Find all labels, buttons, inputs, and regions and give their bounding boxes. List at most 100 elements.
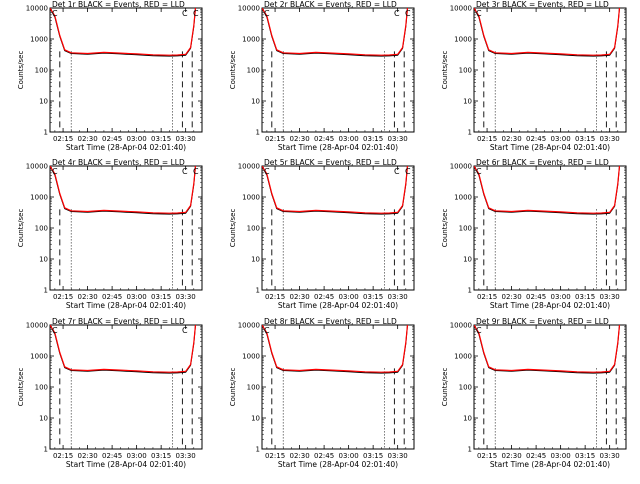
corner-flag-label: C	[52, 9, 58, 18]
x-axis-label: Start Time (28-Apr-04 02:01:40)	[278, 143, 398, 152]
x-tick-label: 02:30	[289, 293, 309, 301]
x-tick-label: 03:15	[151, 293, 171, 301]
y-tick-label: 1000	[30, 194, 48, 202]
x-tick-label: 02:15	[53, 452, 73, 460]
x-tick-label: 03:00	[339, 293, 359, 301]
x-tick-label: 03:15	[363, 293, 383, 301]
plot-frame	[49, 324, 203, 450]
y-tick-label: 10	[39, 98, 48, 106]
detector-panel-1: Det 1r BLACK = Events, RED = LLD 1 10 100 10…	[17, 0, 203, 152]
x-tick-label: 02:45	[102, 293, 122, 301]
series-line-lld	[262, 325, 409, 373]
y-tick-label: 100	[459, 225, 472, 233]
y-tick-label: 1000	[242, 194, 260, 202]
x-tick-label: 02:15	[265, 452, 285, 460]
series-line-events	[474, 8, 620, 57]
corner-flag-label: C	[193, 9, 199, 18]
series-line-lld	[474, 325, 621, 373]
x-tick-label: 02:30	[77, 135, 97, 143]
plot-area	[262, 166, 409, 290]
series-line-events	[50, 166, 196, 215]
x-tick-label: 03:30	[176, 452, 196, 460]
corner-flag-label: C	[405, 9, 411, 18]
y-tick-label: 10	[251, 415, 260, 423]
y-tick-label: 100	[247, 67, 260, 75]
panel-title: Det 5r BLACK = Events, RED = LLD	[264, 158, 397, 167]
series-line-lld	[262, 166, 409, 214]
y-axis-label: Counts/sec	[441, 368, 449, 407]
detector-panel-7: Det 7r BLACK = Events, RED = LLD 1 10 100 10…	[17, 317, 203, 469]
y-tick-label: 100	[247, 384, 260, 392]
x-axis-label: Start Time (28-Apr-04 02:01:40)	[278, 460, 398, 469]
x-tick-label: 03:30	[176, 135, 196, 143]
corner-flag-label: C	[193, 167, 199, 176]
series-line-events	[474, 166, 620, 215]
series-line-events	[50, 325, 196, 374]
y-axis-label: Counts/sec	[17, 51, 25, 90]
y-axis-label: Counts/sec	[441, 51, 449, 90]
y-tick-label: 10000	[238, 5, 260, 13]
plot-frame	[473, 7, 627, 133]
y-tick-label: 10	[463, 415, 472, 423]
x-tick-label: 02:15	[477, 293, 497, 301]
x-tick-label: 02:15	[53, 293, 73, 301]
y-tick-label: 10000	[26, 322, 48, 330]
x-tick-label: 03:00	[127, 135, 147, 143]
x-tick-label: 02:45	[314, 293, 334, 301]
corner-flag-label: C	[182, 167, 188, 176]
y-tick-label: 1000	[454, 194, 472, 202]
x-tick-label: 02:30	[289, 452, 309, 460]
x-tick-label: 03:00	[551, 135, 571, 143]
panel-title: Det 9r BLACK = Events, RED = LLD	[476, 317, 609, 326]
series-line-lld	[50, 8, 197, 56]
series-line-lld	[474, 8, 621, 56]
y-tick-label: 10	[251, 98, 260, 106]
y-tick-label: 10000	[26, 5, 48, 13]
plot-area	[262, 325, 409, 449]
x-tick-label: 03:15	[575, 135, 595, 143]
series-line-lld	[50, 166, 197, 214]
x-tick-label: 03:15	[151, 135, 171, 143]
series-line-events	[474, 325, 620, 374]
x-tick-label: 02:30	[77, 293, 97, 301]
corner-flag-label: C	[476, 9, 482, 18]
plot-frame	[261, 165, 415, 291]
corner-flag-label: C	[52, 167, 58, 176]
x-tick-label: 03:30	[388, 452, 408, 460]
y-tick-label: 1000	[454, 353, 472, 361]
x-tick-label: 02:30	[501, 452, 521, 460]
panel-title: Det 3r BLACK = Events, RED = LLD	[476, 0, 609, 9]
plot-frame	[49, 165, 203, 291]
y-tick-label: 1000	[242, 36, 260, 44]
y-tick-label: 1000	[454, 36, 472, 44]
y-tick-label: 1	[468, 287, 472, 295]
corner-flag-label: C	[476, 326, 482, 335]
x-tick-label: 02:30	[501, 135, 521, 143]
x-tick-label: 02:15	[265, 293, 285, 301]
plot-frame	[473, 324, 627, 450]
plot-frame	[261, 7, 415, 133]
y-tick-label: 100	[35, 384, 48, 392]
corner-flag-label: C	[182, 326, 188, 335]
x-axis-label: Start Time (28-Apr-04 02:01:40)	[490, 143, 610, 152]
x-tick-label: 02:15	[53, 135, 73, 143]
plot-area	[50, 8, 197, 132]
series-line-events	[262, 166, 408, 215]
y-axis-label: Counts/sec	[229, 209, 237, 248]
x-tick-label: 03:30	[600, 452, 620, 460]
x-tick-label: 03:00	[127, 452, 147, 460]
y-tick-label: 10	[463, 256, 472, 264]
y-tick-label: 10	[251, 256, 260, 264]
detector-panel-6: Det 6r BLACK = Events, RED = LLD 1 10 100 10…	[441, 158, 627, 310]
x-tick-label: 03:15	[575, 293, 595, 301]
plot-frame	[49, 7, 203, 133]
x-tick-label: 03:00	[339, 452, 359, 460]
corner-flag-label: C	[182, 9, 188, 18]
x-tick-label: 02:45	[526, 452, 546, 460]
corner-flag-label: C	[476, 167, 482, 176]
x-tick-label: 03:30	[600, 135, 620, 143]
corner-flag-label: C	[405, 167, 411, 176]
x-axis-label: Start Time (28-Apr-04 02:01:40)	[66, 301, 186, 310]
